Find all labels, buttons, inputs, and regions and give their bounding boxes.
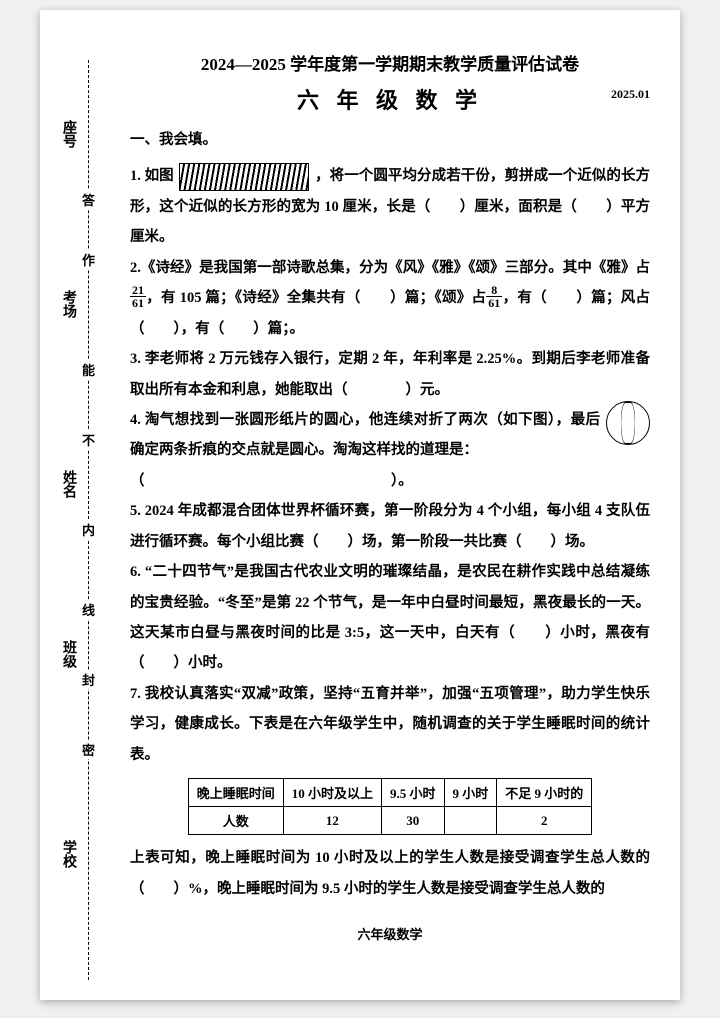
table-header-row: 晚上睡眠时间 10 小时及以上 9.5 小时 9 小时 不足 9 小时的	[188, 779, 592, 807]
binding-label-name: 姓名	[60, 470, 78, 498]
binding-info-1: 作	[82, 250, 96, 269]
section-1-header: 一、我会填。	[130, 125, 650, 155]
page-footer: 六年级数学	[130, 924, 650, 943]
fraction-8-61: 861	[486, 284, 502, 309]
question-6: 6. “二十四节气”是我国古代农业文明的璀璨结晶，是农民在耕作实践中总结凝练的宝…	[130, 557, 650, 679]
binding-margin: 座号 答 作 考场 能 不 姓名 内 线 班级 封 密 学校	[60, 60, 120, 980]
fraction-21-61: 2161	[130, 284, 146, 309]
circle-fold-icon	[606, 401, 650, 445]
th-3: 9 小时	[444, 779, 497, 807]
question-4: 4. 淘气想找到一张圆形纸片的圆心，他连续对折了两次（如下图），最后确定两条折痕…	[130, 405, 650, 496]
question-7-after: 上表可知，晚上睡眠时间为 10 小时及以上的学生人数是接受调查学生总人数的（ ）…	[130, 843, 650, 904]
sleep-time-table: 晚上睡眠时间 10 小时及以上 9.5 小时 9 小时 不足 9 小时的 人数 …	[188, 778, 593, 835]
question-7-intro: 7. 我校认真落实“双减”政策，坚持“五育并举”，加强“五项管理”，助力学生快乐…	[130, 679, 650, 770]
binding-info-7: 密	[82, 740, 96, 759]
exam-page: 座号 答 作 考场 能 不 姓名 内 线 班级 封 密 学校 2024—2025…	[40, 10, 680, 1000]
th-0: 晚上睡眠时间	[188, 779, 283, 807]
table-data-row: 人数 12 30 2	[188, 807, 592, 835]
question-1: 1. 如图 ，将一个圆平均分成若干份，剪拼成一个近似的长方形，这个近似的长方形的…	[130, 161, 650, 252]
cell-1: 30	[381, 807, 444, 835]
q2-a: 2.《诗经》是我国第一部诗歌总集，分为《风》《雅》《颂》三部分。其中《雅》占	[130, 260, 650, 276]
question-2: 2.《诗经》是我国第一部诗歌总集，分为《风》《雅》《颂》三部分。其中《雅》占 21…	[130, 253, 650, 344]
binding-info-5: 线	[82, 600, 96, 619]
binding-label-seat: 座号	[60, 120, 78, 148]
cell-3: 2	[497, 807, 592, 835]
binding-label-school: 学校	[60, 840, 78, 868]
binding-info-4: 内	[82, 520, 96, 539]
subject-text: 六 年 级 数 学	[297, 88, 483, 113]
cell-2	[444, 807, 497, 835]
q1-pre: 1. 如图	[130, 168, 174, 184]
binding-info-3: 不	[82, 430, 96, 449]
binding-info-0: 答	[82, 190, 96, 209]
question-5: 5. 2024 年成都混合团体世界杯循环赛，第一阶段分为 4 个小组，每小组 4…	[130, 496, 650, 557]
th-2: 9.5 小时	[381, 779, 444, 807]
row-label: 人数	[188, 807, 283, 835]
q4-a: 4. 淘气想找到一张圆形纸片的圆心，他连续对折了两次（如下图），最后确定两条折痕…	[130, 412, 600, 458]
binding-info-6: 封	[82, 670, 96, 689]
th-4: 不足 9 小时的	[497, 779, 592, 807]
cell-0: 12	[283, 807, 381, 835]
binding-label-class: 班级	[60, 640, 78, 668]
exam-date: 2025.01	[611, 87, 650, 102]
exam-subject: 六 年 级 数 学 2025.01	[130, 83, 650, 115]
q2-b: ，有 105 篇；《诗经》全集共有（ ）篇；《颂》占	[146, 290, 486, 306]
th-1: 10 小时及以上	[283, 779, 381, 807]
binding-label-exam-room: 考场	[60, 290, 78, 318]
question-3: 3. 李老师将 2 万元钱存入银行，定期 2 年，年利率是 2.25%。到期后李…	[130, 344, 650, 405]
q4-b: （ ）。	[130, 473, 413, 489]
exam-title: 2024—2025 学年度第一学期期末教学质量评估试卷	[130, 50, 650, 75]
rectangle-zigzag-icon	[179, 163, 309, 191]
binding-info-2: 能	[82, 360, 96, 379]
